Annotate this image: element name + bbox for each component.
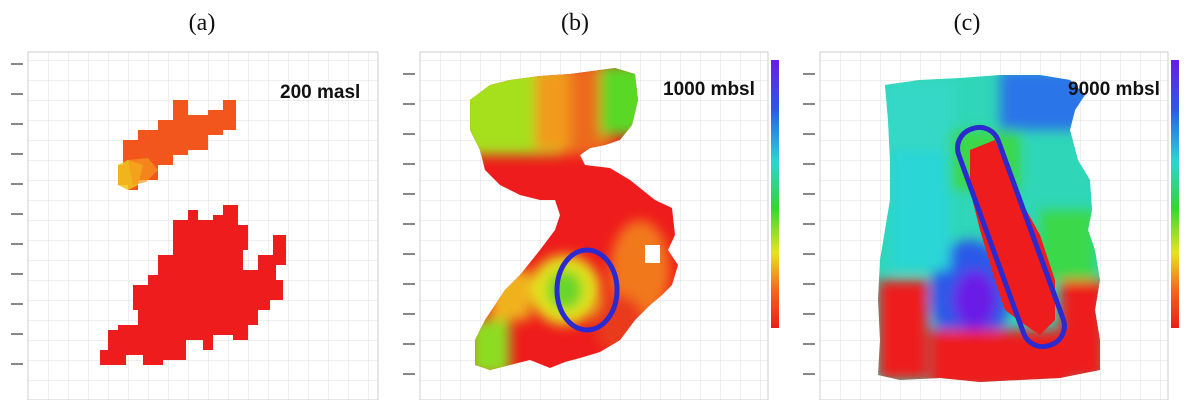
panel-b-label: (b) xyxy=(561,10,589,36)
lower-body xyxy=(100,205,286,365)
map-panel-c: 9000 mbsl xyxy=(800,40,1180,400)
colorbar-b xyxy=(771,60,779,328)
map-panel-a: 200 masl xyxy=(8,40,388,400)
upper-body xyxy=(118,100,236,190)
depth-label-a: 200 masl xyxy=(280,82,360,103)
highlight-rounded-box xyxy=(955,124,1067,350)
panel-c-label: (c) xyxy=(953,10,981,36)
y-axis-ticks xyxy=(11,63,23,365)
y-axis-ticks xyxy=(803,73,815,375)
highlight-ellipse xyxy=(554,247,620,333)
panel-a-label: (a) xyxy=(188,10,216,36)
depth-label-b: 1000 mbsl xyxy=(663,79,755,100)
heatmap-c xyxy=(878,75,1100,382)
map-panel-b: 1000 mbsl xyxy=(400,40,780,400)
depth-label-c: 9000 mbsl xyxy=(1068,79,1160,100)
y-axis-ticks xyxy=(403,73,415,375)
colorbar-c xyxy=(1171,60,1179,328)
